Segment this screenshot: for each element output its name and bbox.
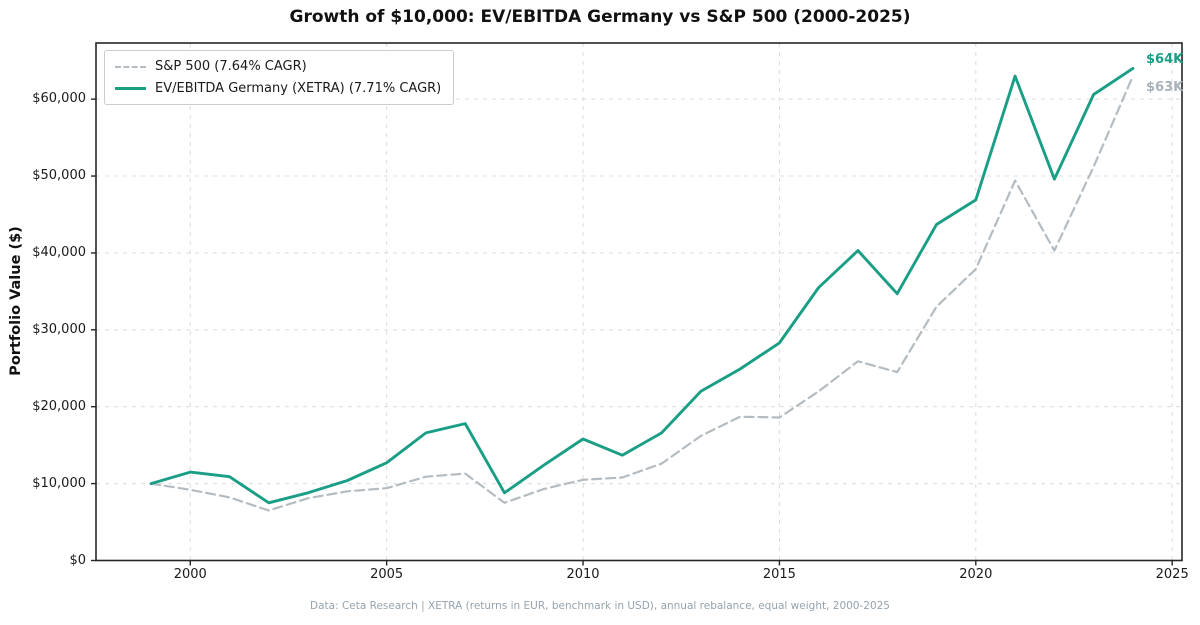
y-tick-label: $40,000 [32,244,86,260]
legend-item-germany: EV/EBITDA Germany (XETRA) (7.71% CAGR) [115,80,441,97]
germany-line-swatch-icon [115,87,146,90]
x-tick-label: 2000 [173,567,207,582]
germany-end-value-label: $64K [1146,52,1184,68]
y-tick-label: $30,000 [32,321,86,337]
x-tick-label: 2005 [370,567,404,582]
x-tick-label: 2010 [566,567,600,582]
x-tick-label: 2015 [762,567,796,582]
y-tick-label: $0 [69,552,86,568]
sp500-line [149,74,1135,512]
germany-line [149,66,1135,505]
y-tick-label: $60,000 [32,91,86,107]
chart-title: Growth of $10,000: EV/EBITDA Germany vs … [289,7,911,27]
x-tick-label: 2020 [959,567,993,582]
legend-label-sp500: S&P 500 (7.64% CAGR) [155,59,307,74]
sp500-end-value-label: $63K [1146,80,1184,96]
legend: S&P 500 (7.64% CAGR) EV/EBITDA Germany (… [104,50,455,105]
footer-note: Data: Ceta Research | XETRA (returns in … [310,600,890,612]
plot-border [95,42,1183,562]
y-tick-label: $50,000 [32,168,86,184]
y-tick-label: $20,000 [32,398,86,414]
legend-item-sp500: S&P 500 (7.64% CAGR) [115,58,441,75]
y-tick-label: $10,000 [32,475,86,491]
sp500-line-swatch-icon [115,65,146,68]
legend-label-germany: EV/EBITDA Germany (XETRA) (7.71% CAGR) [155,81,442,96]
x-tick-label: 2025 [1155,567,1189,582]
